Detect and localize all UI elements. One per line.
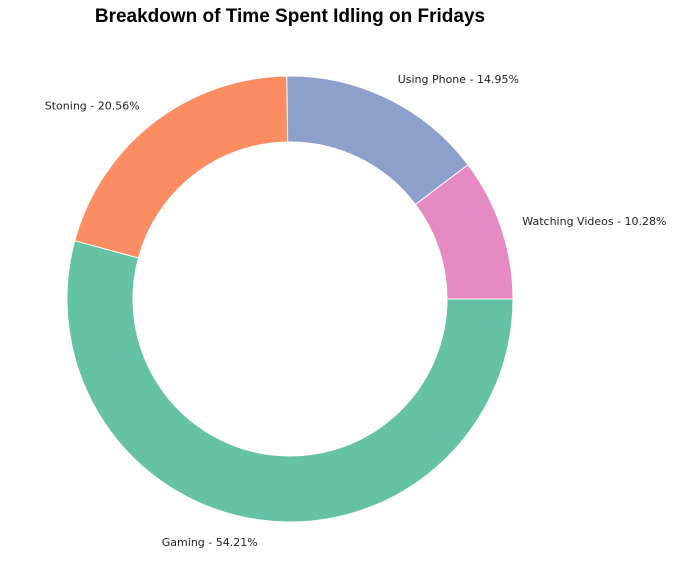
slice-label-using-phone: Using Phone - 14.95% (398, 73, 519, 86)
slice-watching-videos (414, 164, 514, 300)
slice-label-watching-videos: Watching Videos - 10.28% (522, 215, 666, 228)
slice-label-gaming: Gaming - 54.21% (162, 536, 258, 549)
slice-labels: Gaming - 54.21% Stoning - 20.56% Using Pho… (45, 73, 667, 549)
slice-gaming (66, 240, 514, 523)
slice-label-stoning: Stoning - 20.56% (45, 100, 140, 113)
chart-title: Breakdown of Time Spent Idling on Friday… (95, 6, 485, 27)
donut-slices (66, 75, 514, 523)
